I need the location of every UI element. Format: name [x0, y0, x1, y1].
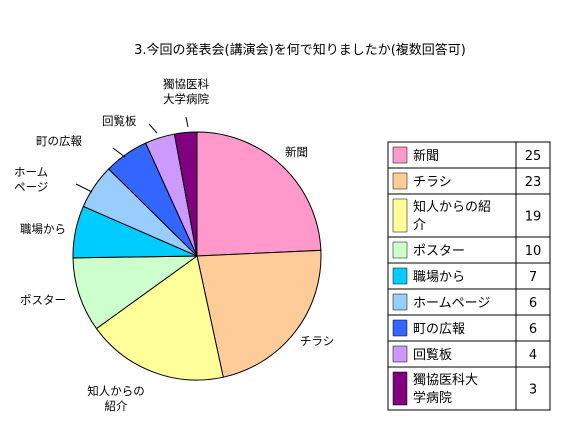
pie-slices — [72, 131, 322, 381]
legend-swatch-4 — [392, 241, 408, 259]
pie-slice-2 — [196, 249, 322, 378]
pie-slice-3 — [95, 255, 224, 381]
chart-title: 3.今回の発表会(講演会)を何で知りましたか(複数回答可) — [134, 42, 466, 58]
legend-value-4: 10 — [525, 244, 542, 259]
legend-label-5: 職場から — [413, 270, 465, 285]
leader-line-6 — [75, 183, 93, 193]
slice-label-9-line-2: 大学病院 — [163, 92, 209, 106]
legend-label-3-line-1: 知人からの紹 — [413, 199, 491, 215]
pie-slice-9 — [173, 131, 198, 257]
legend-frame — [387, 141, 551, 411]
legend-value-2: 23 — [525, 175, 542, 190]
legend-swatch-9 — [392, 371, 408, 406]
slice-label-3-line-1: 知人からの — [87, 384, 145, 398]
legend-label-7: 町の広報 — [413, 322, 465, 337]
legend-swatch-6 — [392, 293, 408, 311]
leader-line-7 — [112, 147, 126, 158]
slice-label-2: チラシ — [300, 334, 334, 348]
legend-label-3-line-2: 介 — [413, 218, 426, 233]
slice-label-6-line-2: ページ — [14, 180, 48, 194]
pie-slice-4 — [72, 255, 199, 330]
slice-label-1: 新聞 — [285, 145, 308, 159]
legend-label-2: チラシ — [413, 175, 452, 190]
legend-value-5: 7 — [529, 270, 537, 285]
legend-swatch-2 — [392, 172, 408, 190]
leader-lines — [75, 116, 189, 193]
legend-value-7: 6 — [529, 322, 537, 337]
legend-value-9: 3 — [529, 383, 537, 398]
slice-label-4: ポスター — [20, 293, 66, 307]
legend-swatch-8 — [392, 345, 408, 363]
legend-value-6: 6 — [529, 296, 537, 311]
legend-label-4: ポスター — [413, 244, 465, 259]
slice-label-9-line-1: 獨協医科 — [163, 77, 209, 91]
legend-swatch-7 — [392, 319, 408, 337]
leader-line-9 — [185, 116, 189, 128]
legend-value-3: 19 — [525, 210, 542, 225]
pie-slice-1 — [196, 131, 322, 257]
legend-label-9-line-2: 学病院 — [413, 390, 452, 406]
leader-line-8 — [148, 123, 158, 134]
slice-label-8: 回覧板 — [102, 114, 137, 128]
legend-swatch-3 — [392, 198, 408, 233]
slice-label-5: 職場から — [20, 222, 66, 236]
legend-label-1: 新聞 — [413, 148, 439, 164]
legend-swatch-1 — [392, 146, 408, 164]
legend-swatch-5 — [392, 267, 408, 285]
legend-label-8: 回覧板 — [413, 347, 452, 363]
legend-label-9-line-1: 獨協医科大 — [413, 373, 478, 388]
slice-label-7: 町の広報 — [36, 134, 82, 148]
slice-label-6-line-1: ホーム — [14, 165, 48, 179]
slice-label-3-line-2: 紹介 — [105, 399, 128, 413]
legend-value-8: 4 — [529, 348, 537, 363]
legend-value-1: 25 — [525, 149, 542, 164]
legend-label-6: ホームページ — [413, 296, 490, 311]
